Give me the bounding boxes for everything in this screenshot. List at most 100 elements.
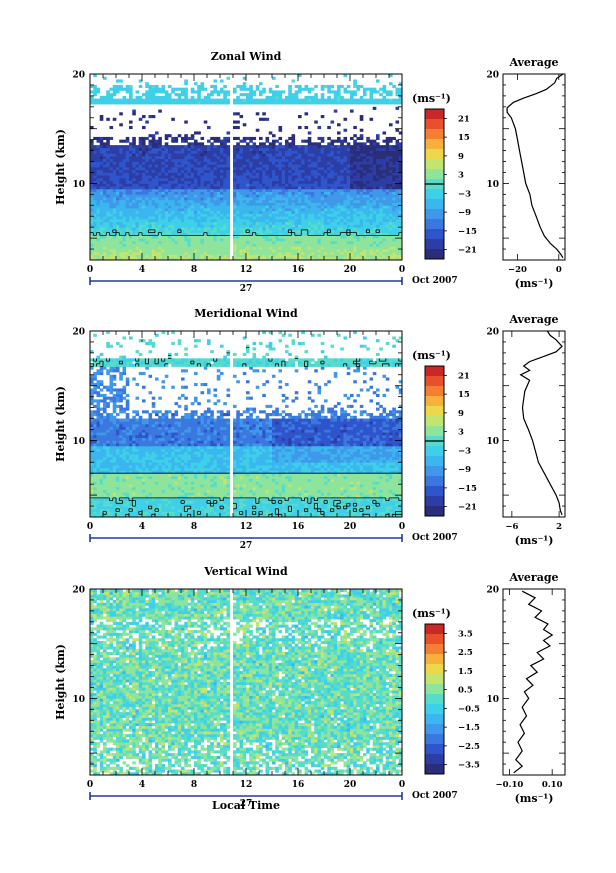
heatmap-cell bbox=[353, 158, 357, 162]
heatmap-cell bbox=[337, 167, 341, 171]
heatmap-cell bbox=[210, 156, 214, 160]
heatmap-cell bbox=[190, 238, 195, 242]
heatmap-cell bbox=[350, 101, 354, 105]
heatmap-cell bbox=[168, 257, 172, 261]
heatmap-cell bbox=[236, 145, 240, 149]
heatmap-cell bbox=[385, 227, 390, 231]
heatmap-cell bbox=[262, 161, 266, 165]
heatmap-cell bbox=[333, 147, 338, 151]
heatmap-cell bbox=[281, 175, 286, 179]
heatmap-cell bbox=[142, 156, 146, 160]
heatmap-cell bbox=[314, 194, 318, 198]
heatmap-cell bbox=[236, 235, 240, 239]
heatmap-cell bbox=[327, 188, 331, 192]
heatmap-cell bbox=[99, 139, 104, 143]
heatmap-cell bbox=[268, 224, 273, 228]
heatmap-cell bbox=[398, 208, 403, 212]
heatmap-cell bbox=[142, 136, 146, 140]
heatmap-cell bbox=[194, 156, 198, 160]
heatmap-cell bbox=[223, 101, 227, 105]
heatmap-cell bbox=[359, 216, 364, 220]
heatmap-cell bbox=[145, 197, 149, 201]
heatmap-cell bbox=[90, 142, 94, 146]
heatmap-cell bbox=[330, 169, 335, 173]
heatmap-cell bbox=[164, 167, 169, 171]
heatmap-cell bbox=[181, 98, 185, 102]
heatmap-cell bbox=[382, 232, 387, 236]
heatmap-cell bbox=[294, 93, 299, 97]
heatmap-cell bbox=[389, 243, 393, 247]
heatmap-cell bbox=[268, 172, 273, 176]
heatmap-cell bbox=[242, 172, 247, 176]
heatmap-cell bbox=[106, 95, 110, 99]
heatmap-cell bbox=[398, 246, 403, 250]
heatmap-cell bbox=[109, 246, 114, 250]
heatmap-cell bbox=[291, 254, 296, 258]
heatmap-cell bbox=[259, 246, 263, 250]
heatmap-cell bbox=[187, 177, 192, 182]
heatmap-cell bbox=[99, 183, 104, 187]
heatmap-cell bbox=[301, 150, 305, 154]
heatmap-cell bbox=[398, 90, 403, 94]
heatmap-cell bbox=[246, 147, 250, 151]
heatmap-cell bbox=[216, 164, 221, 168]
heatmap-cell bbox=[171, 87, 175, 91]
heatmap-cell bbox=[161, 164, 166, 168]
heatmap-cell bbox=[155, 216, 159, 220]
heatmap-cell bbox=[220, 139, 224, 143]
heatmap-cell bbox=[90, 238, 94, 242]
heatmap-cell bbox=[184, 238, 188, 242]
heatmap-cell bbox=[148, 172, 153, 176]
heatmap-cell bbox=[252, 257, 257, 261]
heatmap-cell bbox=[168, 224, 172, 228]
heatmap-cell bbox=[164, 199, 169, 203]
heatmap-cell bbox=[207, 246, 211, 250]
heatmap-cell bbox=[164, 216, 169, 220]
heatmap-cell bbox=[343, 202, 348, 206]
heatmap-cell bbox=[333, 180, 338, 184]
heatmap-cell bbox=[252, 90, 257, 94]
heatmap-cell bbox=[236, 147, 240, 151]
heatmap-cell bbox=[93, 98, 97, 102]
heatmap-cell bbox=[109, 199, 114, 203]
heatmap-cell bbox=[164, 257, 169, 261]
heatmap-cell bbox=[233, 199, 237, 203]
heatmap-cell bbox=[320, 164, 325, 168]
heatmap-cell bbox=[239, 205, 244, 209]
heatmap-cell bbox=[132, 229, 136, 233]
heatmap-cell bbox=[385, 90, 390, 94]
heatmap-cell bbox=[320, 218, 325, 223]
heatmap-cell bbox=[96, 514, 101, 518]
heatmap-cell bbox=[138, 249, 143, 253]
heatmap-cell bbox=[181, 202, 185, 206]
heatmap-cell bbox=[216, 213, 221, 217]
heatmap-cell bbox=[96, 186, 101, 190]
heatmap-cell bbox=[239, 98, 244, 102]
heatmap-cell bbox=[233, 224, 237, 228]
heatmap-cell bbox=[307, 169, 312, 173]
heatmap-cell bbox=[317, 243, 322, 247]
heatmap-cell bbox=[268, 240, 273, 244]
heatmap-cell bbox=[125, 199, 130, 203]
heatmap-cell bbox=[376, 205, 380, 209]
heatmap-cell bbox=[142, 139, 146, 143]
heatmap-cell bbox=[398, 158, 403, 162]
heatmap-cell bbox=[255, 238, 260, 242]
heatmap-cell bbox=[197, 216, 201, 220]
heatmap-cell bbox=[158, 150, 162, 154]
heatmap-cell bbox=[382, 180, 387, 184]
heatmap-cell bbox=[294, 161, 299, 165]
heatmap-cell bbox=[252, 224, 257, 228]
heatmap-cell bbox=[272, 246, 276, 250]
heatmap-cell bbox=[359, 156, 364, 160]
heatmap-cell bbox=[382, 158, 387, 162]
heatmap-cell bbox=[392, 101, 396, 105]
heatmap-cell bbox=[145, 238, 149, 242]
heatmap-cell bbox=[298, 205, 302, 209]
heatmap-cell bbox=[158, 257, 162, 261]
heatmap-cell bbox=[265, 216, 270, 220]
heatmap-cell bbox=[350, 180, 354, 184]
heatmap-cell bbox=[197, 180, 201, 184]
heatmap-cell bbox=[226, 243, 231, 247]
heatmap-cell bbox=[372, 197, 377, 201]
